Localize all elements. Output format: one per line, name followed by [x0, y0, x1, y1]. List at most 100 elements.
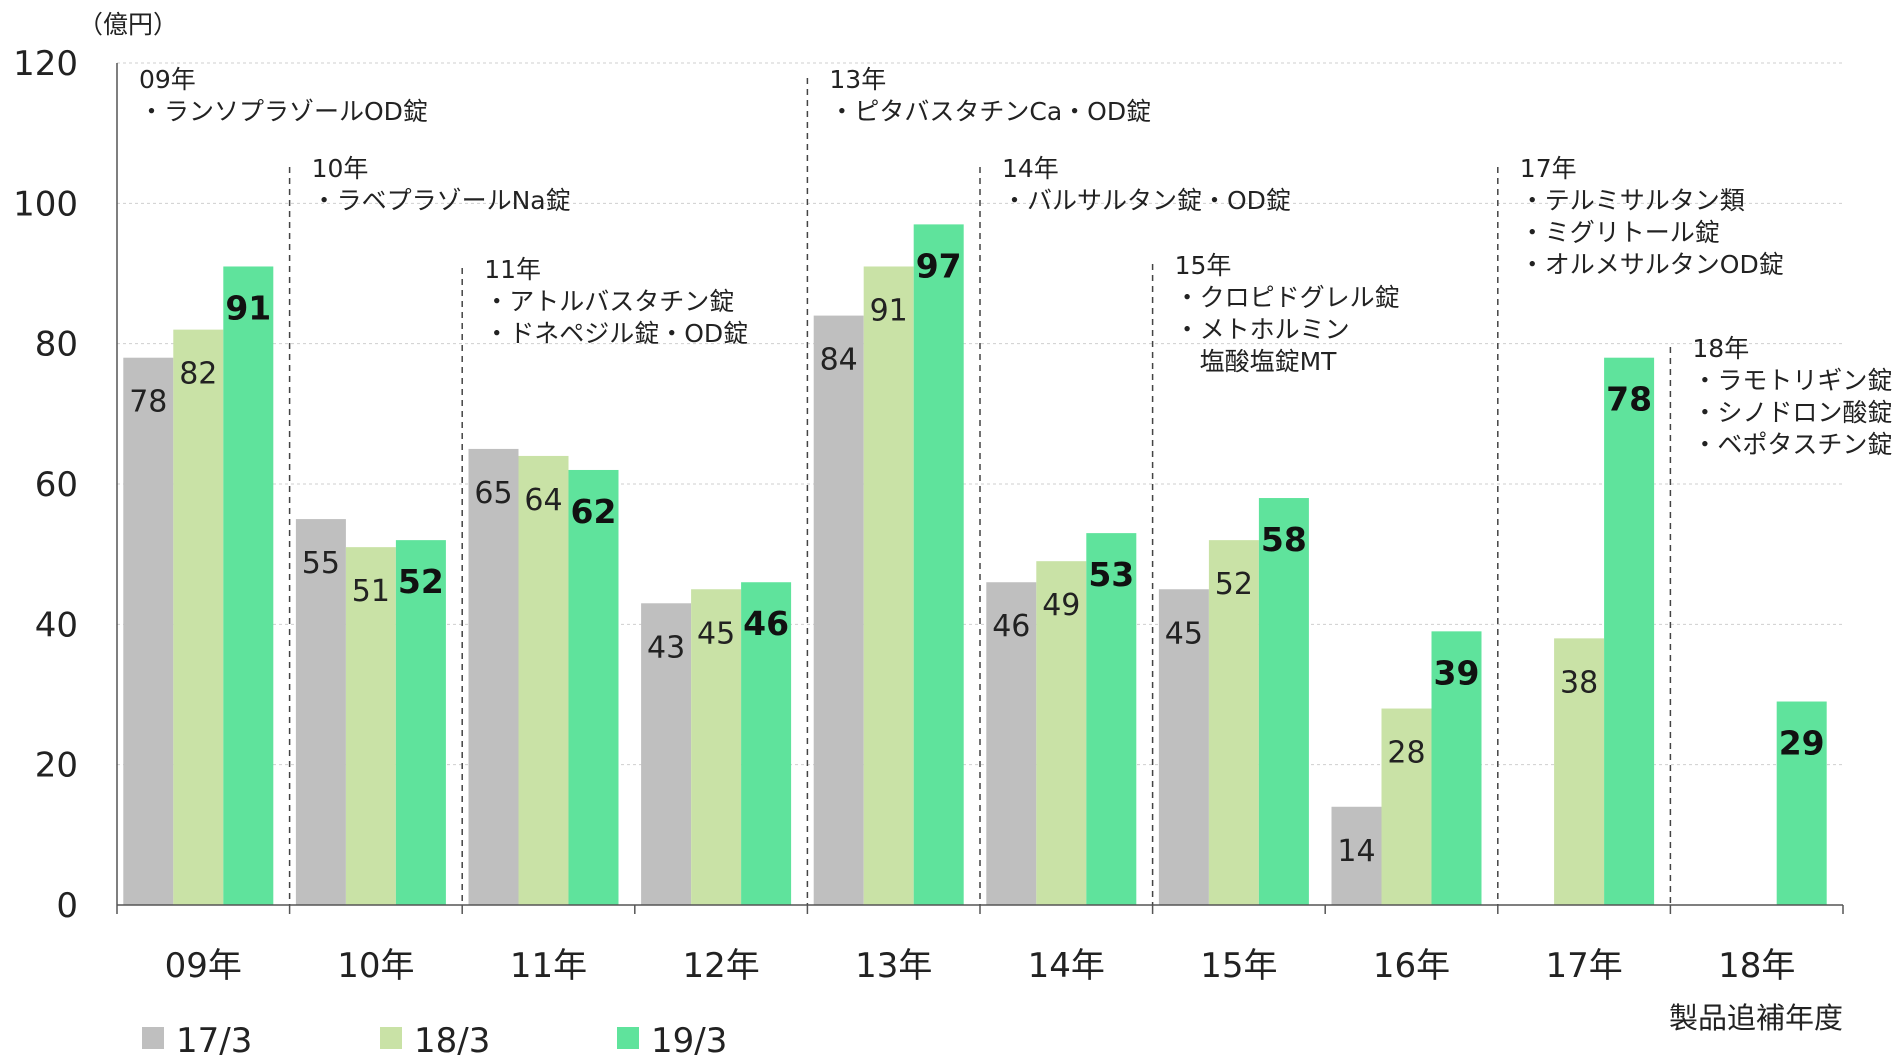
annotation-line: 塩酸塩錠MT — [1175, 347, 1338, 376]
category-label: 10年 — [337, 946, 414, 986]
annotation-line: ・クロピドグレル錠 — [1175, 283, 1400, 312]
annotation-line: ・ドネペジル錠・OD錠 — [484, 319, 748, 348]
legend-item: 17/3 — [142, 1021, 252, 1057]
annotation-line: ・メトホルミン — [1175, 315, 1350, 344]
annotation-line: 09年 — [139, 65, 196, 94]
y-tick-label: 60 — [35, 465, 78, 505]
bar — [468, 448, 519, 905]
y-tick-label: 40 — [35, 605, 78, 645]
data-label: 91 — [225, 288, 271, 327]
data-label: 29 — [1779, 724, 1825, 763]
legend-swatch — [380, 1027, 402, 1049]
data-label: 78 — [129, 385, 167, 420]
category-label: 13年 — [855, 946, 932, 986]
annotation-line: 11年 — [484, 255, 541, 284]
annotation-line: ・ミグリトール錠 — [1520, 218, 1720, 247]
bar — [641, 603, 692, 905]
bar — [1431, 631, 1482, 905]
data-label: 64 — [524, 483, 562, 518]
axes — [116, 63, 1844, 914]
data-label: 91 — [870, 293, 908, 328]
category-label: 16年 — [1373, 946, 1450, 986]
category-label: 15年 — [1200, 946, 1277, 986]
annotation-line: ・シノドロン酸錠 — [1692, 398, 1892, 427]
data-label: 52 — [398, 562, 444, 601]
legend-label: 17/3 — [176, 1021, 252, 1057]
category-label: 12年 — [682, 946, 759, 986]
bar — [223, 266, 274, 905]
data-label: 84 — [820, 343, 858, 378]
category-dividers — [288, 78, 1672, 905]
category-label: 17年 — [1545, 946, 1622, 986]
bar — [518, 455, 569, 905]
data-label: 97 — [916, 246, 962, 285]
data-label: 39 — [1434, 653, 1480, 692]
data-label: 43 — [647, 630, 685, 665]
data-label: 14 — [1337, 834, 1375, 869]
data-label: 53 — [1088, 555, 1134, 594]
bar — [1208, 540, 1259, 905]
data-label: 46 — [743, 604, 789, 643]
annotation-line: 10年 — [312, 154, 369, 183]
bar — [1554, 638, 1605, 905]
annotation-line: ・オルメサルタンOD錠 — [1520, 250, 1784, 279]
annotation-line: ・バルサルタン錠・OD錠 — [1002, 186, 1291, 215]
category-label: 11年 — [510, 946, 587, 986]
bar — [1604, 357, 1655, 905]
bar — [691, 589, 742, 905]
bar — [1776, 701, 1827, 905]
category-label: 09年 — [165, 946, 242, 986]
data-label: 65 — [474, 476, 512, 511]
x-axis-title: 製品追補年度 — [1669, 1001, 1843, 1035]
y-tick-labels: 0 20 40 60 80 100 120 — [13, 44, 78, 926]
data-label: 28 — [1387, 736, 1425, 771]
legend-swatch — [142, 1027, 164, 1049]
bar — [1036, 561, 1087, 905]
data-label: 55 — [302, 546, 340, 581]
bar — [1158, 589, 1209, 905]
annotation-line: ・ベポタスチン錠・OD錠 — [1692, 430, 1897, 459]
annotation-line: ・ランソプラゾールOD錠 — [139, 97, 428, 126]
y-unit-label: （億円） — [78, 10, 178, 39]
bar — [123, 357, 174, 905]
data-label: 45 — [1165, 616, 1203, 651]
category-label: 14年 — [1028, 946, 1105, 986]
data-label: 62 — [571, 492, 617, 531]
bar — [395, 540, 446, 905]
bar — [986, 582, 1037, 905]
annotation-line: 14年 — [1002, 154, 1059, 183]
annotation-line: ・テルミサルタン類 — [1520, 186, 1745, 215]
legend: 17/3 18/3 19/3 — [142, 1021, 727, 1057]
data-label: 38 — [1560, 665, 1598, 700]
annotation-line: ・ラモトリギン錠 — [1692, 366, 1892, 395]
annotation-line: ・ピタバスタチンCa・OD錠 — [829, 97, 1151, 126]
annotation-line: 17年 — [1520, 154, 1577, 183]
y-tick-label: 120 — [13, 44, 78, 84]
bar — [813, 315, 864, 906]
data-label: 78 — [1606, 380, 1652, 419]
bar — [741, 582, 792, 905]
legend-label: 18/3 — [414, 1021, 490, 1057]
data-label: 49 — [1042, 588, 1080, 623]
bar — [863, 266, 914, 905]
bar — [345, 547, 396, 905]
y-tick-label: 100 — [13, 184, 78, 224]
data-label: 82 — [179, 357, 217, 392]
bar — [913, 224, 964, 906]
bar — [1086, 533, 1137, 905]
data-label: 45 — [697, 616, 735, 651]
bar — [295, 519, 346, 905]
annotation-line: 13年 — [829, 65, 886, 94]
bar — [1331, 806, 1382, 905]
legend-label: 19/3 — [651, 1021, 727, 1057]
bar — [173, 329, 224, 906]
legend-swatch — [617, 1027, 639, 1049]
bars — [123, 224, 1827, 906]
legend-item: 18/3 — [380, 1021, 490, 1057]
bar — [1258, 498, 1309, 905]
category-label: 18年 — [1718, 946, 1795, 986]
annotation-line: ・アトルバスタチン錠 — [484, 287, 734, 316]
y-tick-label: 80 — [35, 325, 78, 365]
y-tick-label: 20 — [35, 746, 78, 786]
